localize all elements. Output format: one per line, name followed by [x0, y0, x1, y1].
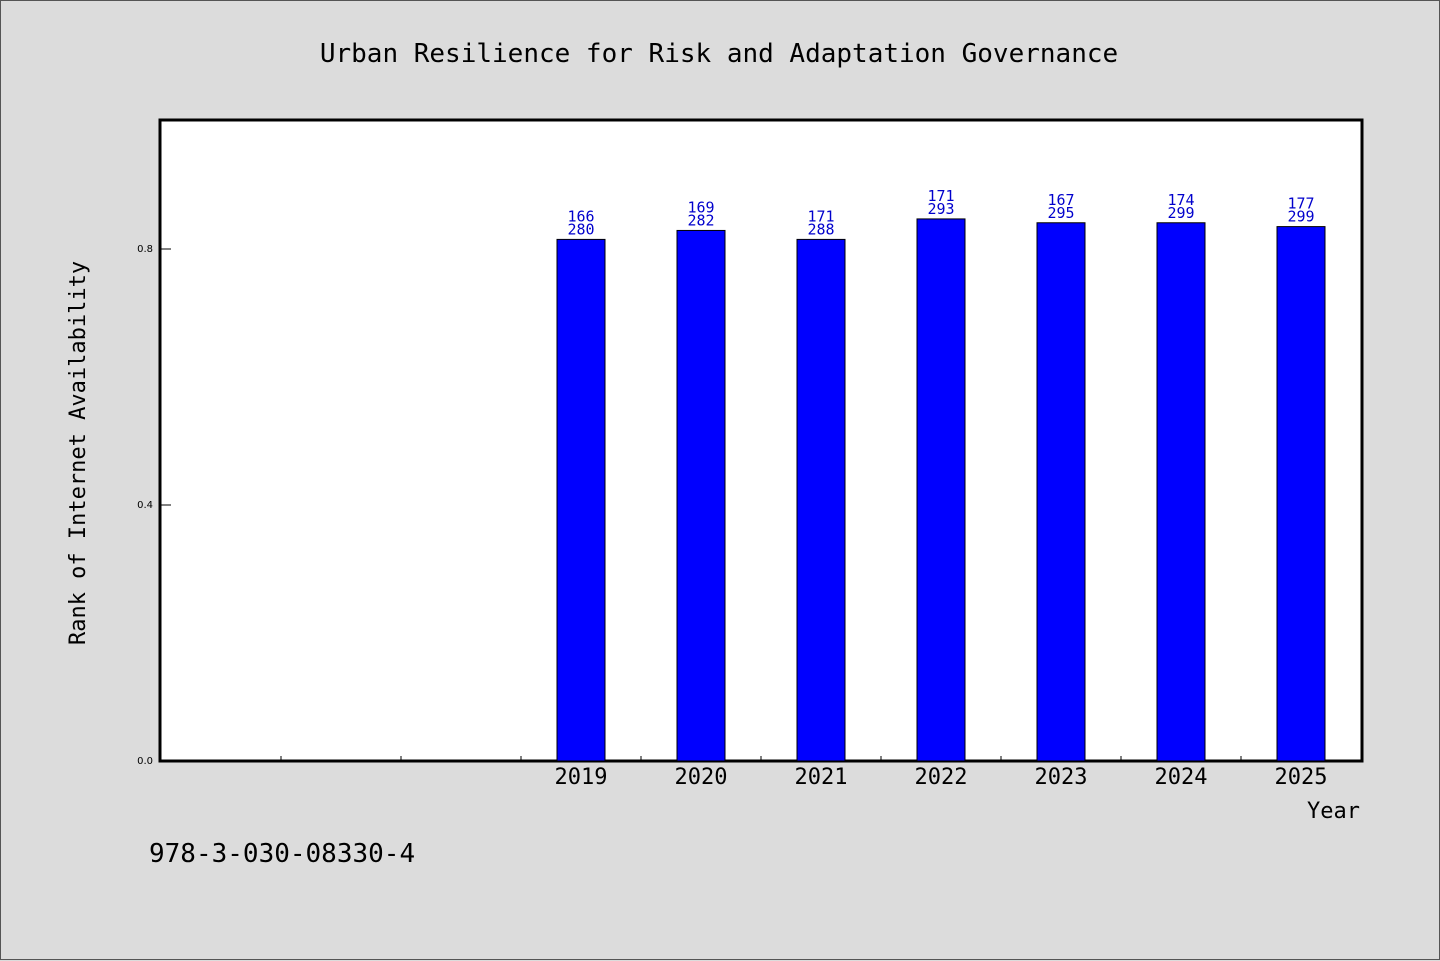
y-axis-label: Rank of Internet Availability — [66, 261, 91, 645]
x-tick-label: 2024 — [1155, 765, 1208, 790]
bars-group — [556, 218, 1326, 762]
y-axis-ticks: 0.0 0.4 0.8 — [137, 244, 171, 767]
data-label-top: 174 — [1167, 191, 1194, 209]
data-label-top: 177 — [1287, 195, 1314, 213]
bar-2021 — [796, 238, 846, 762]
data-label-bottom: 282 — [687, 211, 714, 229]
data-label-top: 167 — [1047, 191, 1074, 209]
chart-title: Urban Resilience for Risk and Adaptation… — [320, 39, 1118, 69]
x-tick-label: 2022 — [915, 765, 968, 790]
x-tick-label: 2021 — [795, 765, 848, 790]
x-tick-label: 2025 — [1275, 765, 1328, 790]
data-label-bottom: 299 — [1287, 208, 1314, 226]
data-label-bottom: 295 — [1047, 204, 1074, 222]
x-tick-label: 2019 — [555, 765, 608, 790]
x-tick-label: 2023 — [1035, 765, 1088, 790]
data-label-top: 169 — [687, 198, 714, 216]
bar-2025 — [1276, 226, 1326, 762]
data-label-bottom: 280 — [567, 220, 594, 238]
y-tick-label: 0.0 — [137, 756, 153, 767]
y-tick-label: 0.8 — [137, 244, 153, 255]
data-label-top: 166 — [567, 207, 594, 225]
bar-2023 — [1036, 222, 1086, 762]
y-tick-label: 0.4 — [137, 500, 153, 511]
bar-2022 — [916, 218, 966, 762]
data-label-bottom: 293 — [927, 200, 954, 218]
data-label-top: 171 — [927, 187, 954, 205]
bar-2019 — [556, 238, 606, 762]
data-label-bottom: 288 — [807, 220, 834, 238]
isbn-text: 978-3-030-08330-4 — [149, 839, 415, 869]
bar-2020 — [676, 229, 726, 762]
x-axis-label: Year — [1307, 799, 1360, 824]
data-label-top: 171 — [807, 207, 834, 225]
data-label-bottom: 299 — [1167, 204, 1194, 222]
x-axis-ticks: 2019 2020 2021 2022 2023 2024 2025 — [280, 756, 1328, 790]
x-tick-label: 2020 — [675, 765, 728, 790]
bar-2024 — [1156, 222, 1206, 762]
